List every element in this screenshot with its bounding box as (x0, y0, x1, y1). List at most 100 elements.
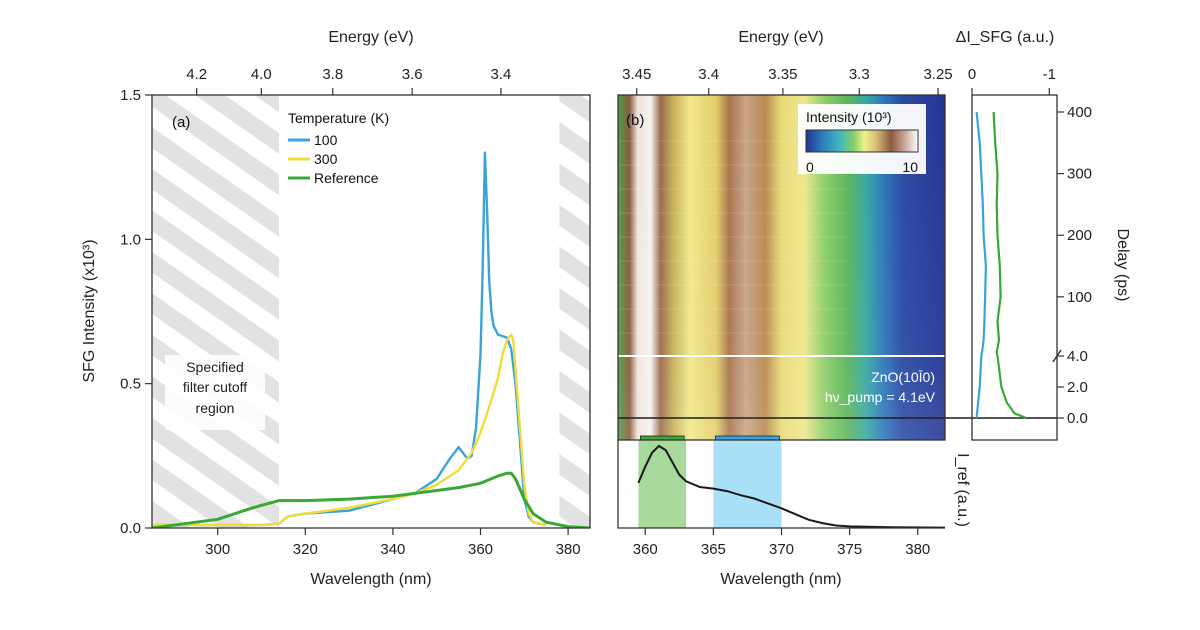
legend-entry-100: 100 (314, 132, 338, 148)
panel-b-top-ticks: 3.45 3.4 3.35 3.3 3.25 (622, 66, 953, 95)
spectrum-axes (617, 440, 945, 529)
annotation-background (165, 355, 265, 430)
y-tick-label: 0.0 (120, 520, 141, 537)
panel-a-x-label: Wavelength (nm) (310, 571, 431, 588)
annotation-line-2: filter cutoff (183, 379, 247, 395)
colorbar-min-label: 0 (806, 159, 814, 175)
top-tick-label: 4.2 (186, 66, 207, 83)
panel-b: Intensity (10³) 0 10 (b) ZnO(10Ī0) hν_pu… (617, 29, 1057, 588)
y-tick-label: 0.5 (120, 376, 141, 393)
panel-a-y-ticks: 0.0 0.5 1.0 1.5 (120, 87, 152, 537)
top-tick-label: 4.0 (251, 66, 272, 83)
delay-tick-label: 200 (1067, 227, 1092, 244)
panel-a-top-label: Energy (eV) (328, 29, 413, 46)
panel-a-y-label: SFG Intensity (x10³) (81, 239, 98, 382)
series-line-reference (152, 471, 590, 528)
y-tick-label: 1.5 (120, 87, 141, 104)
y-tick-label: 1.0 (120, 231, 141, 248)
panel-b-label: (b) (626, 112, 644, 129)
x-tick-label: 370 (769, 541, 794, 558)
hatched-region (152, 95, 590, 528)
top-tick-label: 3.4 (490, 66, 511, 83)
pump-energy-label: hν_pump = 4.1eV (825, 389, 936, 405)
heatmap-streak (618, 212, 848, 214)
series-line-300 (152, 333, 547, 527)
axis-break-mark (1052, 349, 1062, 363)
x-tick-label: 380 (556, 541, 581, 558)
highlight-band-0 (638, 440, 687, 528)
reference-spectrum-panel: I_ref (a.u.) (617, 440, 971, 529)
top-tick-label: 3.3 (849, 66, 870, 83)
panel-b-top-label: Energy (eV) (738, 29, 823, 46)
heatmap-streak (618, 260, 848, 262)
x-tick-label: 360 (468, 541, 493, 558)
highlight-band-1 (713, 440, 782, 528)
heatmap-streak (618, 308, 848, 310)
filter-cutoff-annotation: Specified filter cutoff region (165, 355, 265, 430)
panel-a-label: (a) (172, 114, 190, 131)
side-panel-frame (971, 94, 1058, 441)
side-panel-series (972, 95, 1027, 440)
delay-axis-label: Delay (ps) (1114, 229, 1131, 302)
x-tick-label: 360 (633, 541, 658, 558)
heatmap-streak (618, 164, 848, 166)
x-tick-label: 320 (293, 541, 318, 558)
panel-b-frame (617, 94, 946, 441)
legend-entry-reference: Reference (314, 170, 379, 186)
side-panel-top-ticks: 0 -1 (968, 66, 1056, 95)
sample-label: ZnO(10Ī0) (871, 369, 935, 385)
sample-annotation: ZnO(10Ī0) hν_pump = 4.1eV (825, 369, 936, 405)
x-tick-label: 375 (837, 541, 862, 558)
legend-entry-300: 300 (314, 151, 338, 167)
delay-tick-label: 4.0 (1067, 348, 1088, 365)
panel-a-series (152, 151, 590, 528)
hatched-region-1 (559, 95, 590, 528)
top-tick-label: 0 (968, 66, 976, 83)
hatched-region-0 (152, 95, 280, 528)
colorbar-label: Intensity (10³) (806, 109, 892, 125)
x-tick-label: 300 (205, 541, 230, 558)
reference-spectrum-line (637, 444, 945, 528)
heatmap-streak (618, 332, 848, 334)
delta-series-blue (975, 111, 987, 419)
top-tick-label: 3.45 (622, 66, 651, 83)
delay-tick-label: 400 (1067, 104, 1092, 121)
x-tick-label: 340 (380, 541, 405, 558)
heatmap-streak (618, 284, 848, 286)
panel-a-top-ticks: 4.2 4.0 3.8 3.6 3.4 (186, 66, 511, 95)
heatmap-streak (618, 140, 848, 142)
x-tick-label: 365 (701, 541, 726, 558)
heatmap-streak (618, 236, 848, 238)
top-tick-label: -1 (1043, 66, 1056, 83)
panel-a-x-ticks: 300 320 340 360 380 (205, 528, 581, 558)
panel-a-legend: Temperature (K) 100 300 Reference (288, 110, 389, 186)
panel-a-frame (151, 94, 591, 529)
heatmap-streak (618, 188, 848, 190)
colorbar: Intensity (10³) 0 10 (798, 104, 926, 175)
side-panel-top-label: ΔI_SFG (a.u.) (956, 29, 1055, 46)
panel-a: 300 320 340 360 380 0.0 0.5 1.0 1.5 4.2 4.0 3.8 3.… (81, 29, 591, 588)
delay-tick-label: 0.0 (1067, 410, 1088, 427)
annotation-line-1: Specified (186, 359, 244, 375)
colorbar-max-label: 10 (902, 159, 918, 175)
top-tick-label: 3.35 (768, 66, 797, 83)
panel-b-x-label: Wavelength (nm) (720, 571, 841, 588)
delay-tick-label: 300 (1067, 166, 1092, 183)
spectrum-y-label: I_ref (a.u.) (954, 453, 971, 527)
top-tick-label: 3.25 (923, 66, 952, 83)
top-tick-label: 3.4 (698, 66, 719, 83)
top-tick-label: 3.6 (402, 66, 423, 83)
spectrum-highlight-bands (638, 440, 782, 528)
legend-title: Temperature (K) (288, 110, 389, 126)
x-tick-label: 380 (905, 541, 930, 558)
colorbar-gradient (805, 129, 919, 153)
top-tick-label: 3.8 (322, 66, 343, 83)
panel-b-x-ticks: 360 365 370 375 380 (633, 528, 930, 558)
heatmap-time-streaks (618, 140, 848, 334)
delay-tick-label: 100 (1067, 289, 1092, 306)
delay-ticks: 400 300 200 100 4.0 2.0 0.0 (1052, 104, 1092, 427)
delay-tick-label: 2.0 (1067, 379, 1088, 396)
annotation-line-3: region (196, 400, 235, 416)
